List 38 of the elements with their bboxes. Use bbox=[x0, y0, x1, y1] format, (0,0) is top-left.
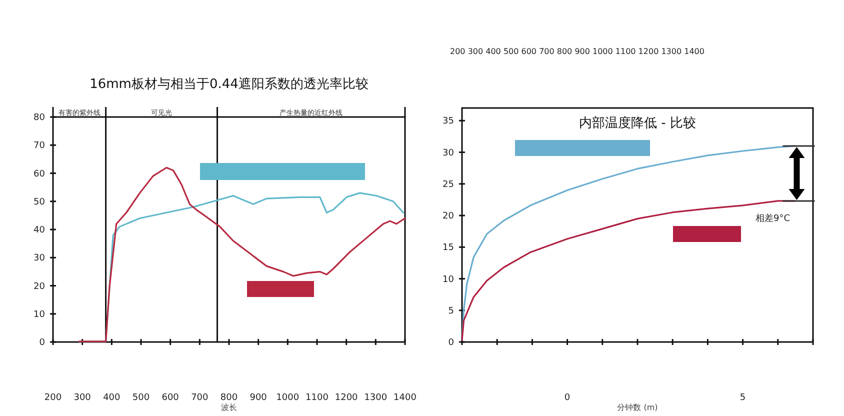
y-tick-label: 5 bbox=[448, 306, 454, 316]
y-tick-label: 40 bbox=[34, 226, 46, 236]
y-tick-label: 15 bbox=[442, 243, 454, 254]
text: 内部温度降低 - 比较 bbox=[579, 115, 696, 131]
annotation: 相差9°C bbox=[755, 212, 790, 224]
x-tick-label: 1000 bbox=[276, 393, 300, 403]
x-tick-label: 900 bbox=[250, 393, 268, 403]
x-tick-label: 700 bbox=[191, 393, 209, 403]
y-tick-label: 30 bbox=[34, 254, 46, 264]
y-tick-label: 20 bbox=[442, 212, 454, 222]
x-tick-label: 0 bbox=[564, 393, 570, 403]
x-tick-label: 300 bbox=[74, 393, 92, 403]
x-tick-label: 1300 bbox=[364, 393, 388, 403]
x-axis-title: 分钟数 (m) bbox=[617, 403, 658, 412]
x-tick-label: 200 bbox=[44, 393, 62, 403]
x-tick-label: 800 bbox=[220, 393, 238, 403]
y-tick-label: 80 bbox=[34, 113, 46, 123]
x-tick-label: 1100 bbox=[306, 393, 329, 403]
y-tick-label: 60 bbox=[34, 169, 46, 180]
y-tick-label: 25 bbox=[442, 180, 454, 190]
text: 200 300 400 500 600 700 800 900 1000 1100 1200 1300 1400 bbox=[450, 47, 704, 56]
x-tick-label: 5 bbox=[740, 393, 746, 403]
y-tick-label: 0 bbox=[448, 338, 454, 348]
x-tick-label: 1200 bbox=[334, 393, 358, 403]
x-tick-label: 600 bbox=[162, 393, 180, 403]
y-tick-label: 30 bbox=[442, 148, 454, 158]
x-tick-label: 400 bbox=[103, 393, 121, 403]
y-tick-label: 20 bbox=[34, 282, 46, 292]
y-tick-label: 10 bbox=[34, 310, 46, 320]
y-tick-label: 35 bbox=[442, 116, 454, 127]
y-tick-label: 10 bbox=[442, 274, 454, 285]
x-tick-label: 1400 bbox=[394, 393, 417, 403]
y-tick-label: 0 bbox=[39, 338, 46, 348]
x-axis-title: 波长 bbox=[221, 403, 237, 412]
x-tick-label: 500 bbox=[132, 393, 150, 403]
y-tick-label: 70 bbox=[34, 141, 46, 152]
chart-title: 16mm板材与相当于0.44遮阳系数的透光率比较 bbox=[90, 76, 368, 92]
y-tick-label: 50 bbox=[34, 197, 46, 208]
